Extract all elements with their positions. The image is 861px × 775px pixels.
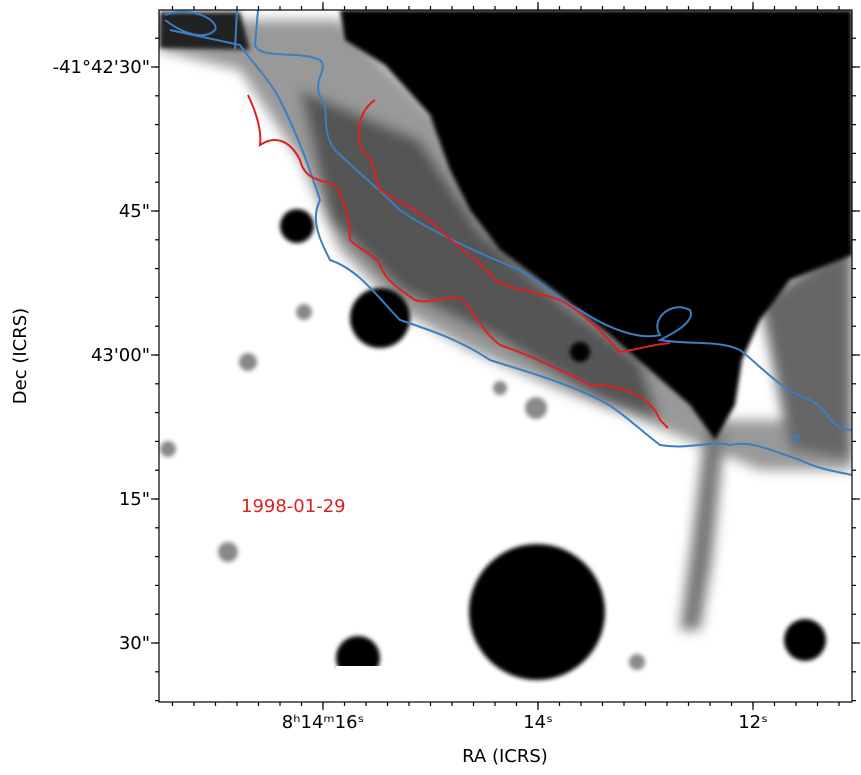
annotation: 1998-01-29: [241, 496, 346, 517]
axes-frame: [158, 9, 853, 703]
y-tick-label: 43'00": [91, 345, 150, 366]
y-tick-label: 30": [119, 633, 150, 654]
y-tick-label: 15": [119, 489, 150, 510]
y-tick-label: -41°42'30": [53, 57, 150, 78]
sky-image: [159, 10, 852, 702]
x-axis-label: RA (ICRS): [462, 746, 548, 767]
x-tick-label: 14ˢ: [523, 712, 553, 733]
x-tick-label: 8ʰ14ᵐ16ˢ: [282, 712, 364, 733]
ticks: [151, 2, 860, 710]
x-tick-label: 12ˢ: [738, 712, 768, 733]
y-tick-label: 45": [119, 201, 150, 222]
y-axis-label: Dec (ICRS): [10, 308, 31, 404]
